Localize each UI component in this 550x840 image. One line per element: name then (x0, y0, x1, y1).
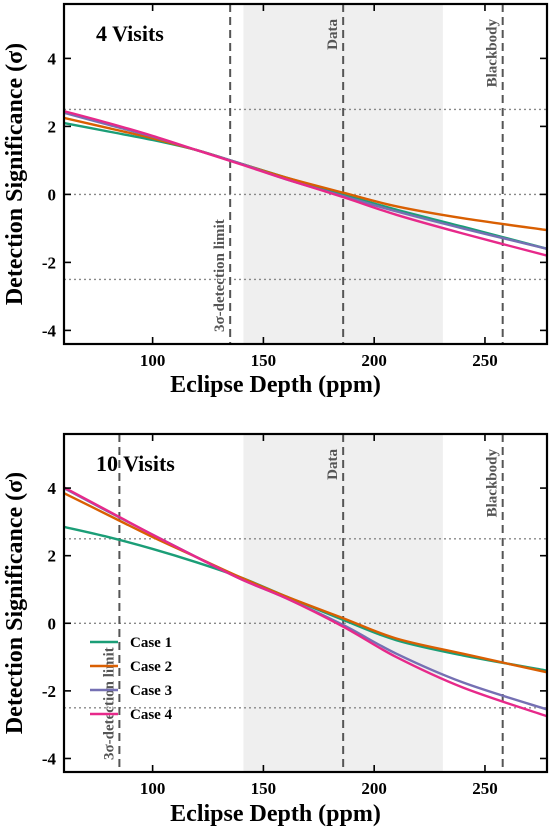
vline-label-3: Blackbody (485, 449, 501, 518)
vline-label-3: Blackbody (485, 19, 501, 88)
y-tick-label: 2 (48, 547, 57, 566)
y-tick-label: 0 (48, 614, 57, 633)
plot-area (64, 434, 547, 772)
y-axis-title: Detection Significance (σ) (2, 43, 28, 305)
x-tick-label: 150 (251, 779, 277, 798)
y-tick-label: -4 (42, 321, 57, 340)
legend-label-case-4: Case 4 (130, 707, 173, 723)
x-axis-title: Eclipse Depth (ppm) (170, 372, 381, 398)
legend: Case 1 Case 2 Case 3 Case 4 (90, 635, 173, 723)
vline-label-1: 3σ-detection limit (212, 219, 228, 332)
y-axis-title: Detection Significance (σ) (2, 472, 28, 734)
y-tick-label: 0 (48, 185, 57, 204)
axes-frame (62, 2, 549, 346)
vline-label-2: Data (325, 19, 341, 50)
x-tick-label: 100 (140, 779, 166, 798)
y-tick-label: 2 (48, 117, 57, 136)
x-axis-title: Eclipse Depth (ppm) (170, 801, 381, 827)
legend-label-case-1: Case 1 (130, 635, 172, 651)
axes-frame (62, 432, 549, 774)
x-tick-label: 100 (140, 351, 166, 370)
series-line-case-4 (64, 109, 547, 257)
y-tick-label: 4 (48, 49, 57, 68)
vline-label-1: 3σ-detection limit (101, 647, 117, 760)
x-tick-label: 250 (472, 351, 498, 370)
x-tick-label: 200 (361, 351, 387, 370)
legend-label-case-2: Case 2 (130, 659, 172, 675)
panel-2: 3σ-detection limit Data Blackbody 100 150 200… (2, 432, 549, 827)
panel-1: 3σ-detection limit Data Blackbody 100 150 200… (2, 2, 549, 398)
panel-title: 10 Visits (96, 451, 175, 476)
y-tick-label: -4 (42, 749, 57, 768)
x-tick-label: 150 (251, 351, 277, 370)
y-tick-label: -2 (42, 682, 56, 701)
vline-label-2: Data (325, 449, 341, 480)
x-tick-label: 250 (472, 779, 498, 798)
series-line-case-4 (64, 486, 547, 718)
y-tick-label: -2 (42, 253, 56, 272)
panel-title: 4 Visits (96, 21, 164, 46)
y-tick-label: 4 (48, 479, 57, 498)
x-tick-label: 200 (361, 779, 387, 798)
plot-area (64, 4, 547, 344)
legend-label-case-3: Case 3 (130, 683, 172, 699)
